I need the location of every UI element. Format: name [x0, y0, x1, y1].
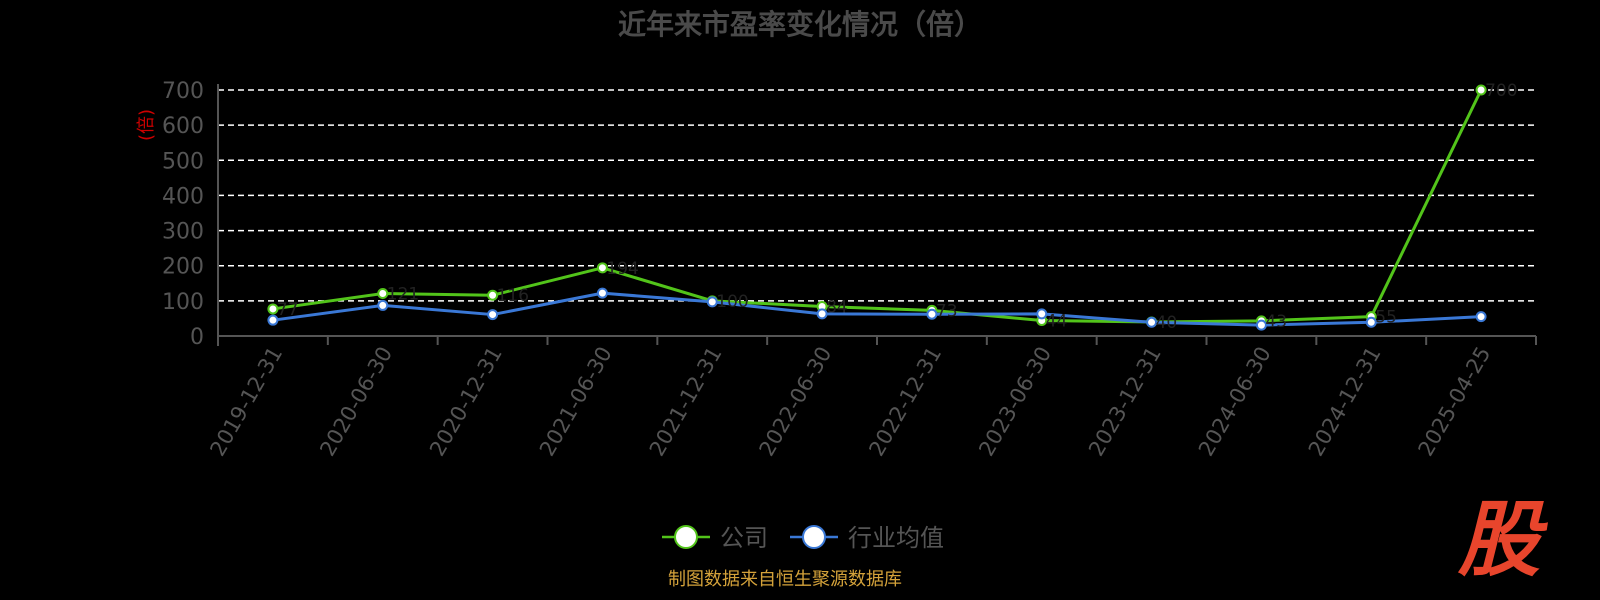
- data-label: 116: [497, 286, 529, 306]
- source-note: 制图数据来自恒生聚源数据库: [668, 569, 902, 590]
- x-tick-label: 2020-12-31: [425, 343, 507, 461]
- data-label: 43: [1265, 312, 1287, 332]
- data-label: 700: [1485, 81, 1517, 101]
- legend[interactable]: 公司 行业均值: [662, 524, 944, 552]
- x-tick-labels: 2019-12-31 2020-06-30 2020-12-31 2021-06-30…: [205, 343, 1495, 461]
- data-label: 77: [277, 300, 299, 320]
- data-point[interactable]: [706, 296, 718, 308]
- data-label: 194: [606, 259, 638, 279]
- legend-label: 公司: [720, 524, 768, 552]
- legend-item[interactable]: 行业均值: [790, 524, 944, 552]
- x-tick-label: 2021-06-30: [535, 343, 617, 461]
- series-group: 77 121 116 194 100 84 73 44 40 43 55 700: [267, 81, 1518, 333]
- x-tick-label: 2022-12-31: [864, 343, 946, 461]
- data-point[interactable]: [926, 308, 938, 320]
- y-tick-label: 200: [162, 255, 204, 280]
- y-tick-label: 300: [162, 220, 204, 245]
- y-tick-label: 400: [162, 184, 204, 209]
- legend-item[interactable]: 公司: [662, 524, 768, 552]
- axes: [217, 84, 1537, 346]
- data-point[interactable]: [1475, 84, 1487, 96]
- y-tick-label: 0: [190, 325, 204, 350]
- data-point[interactable]: [1255, 319, 1267, 331]
- data-point[interactable]: [377, 287, 389, 299]
- x-tick-label: 2023-06-30: [974, 343, 1056, 461]
- data-point[interactable]: [1365, 316, 1377, 328]
- data-point[interactable]: [1036, 308, 1048, 320]
- x-tick-label: 2019-12-31: [205, 343, 287, 461]
- data-point[interactable]: [267, 303, 279, 315]
- grid-lines: [218, 89, 1536, 302]
- legend-marker: [674, 525, 698, 549]
- data-point[interactable]: [816, 308, 828, 320]
- data-label: 40: [1156, 313, 1178, 333]
- x-tick-label: 2025-04-25: [1414, 343, 1496, 461]
- x-tick-label: 2024-06-30: [1194, 343, 1276, 461]
- x-tick-label: 2021-12-31: [645, 343, 727, 461]
- data-point[interactable]: [267, 314, 279, 326]
- data-label: 44: [1046, 312, 1068, 332]
- data-point[interactable]: [1146, 316, 1158, 328]
- data-label: 100: [716, 292, 748, 312]
- data-point[interactable]: [487, 289, 499, 301]
- x-tick-label: 2022-06-30: [755, 343, 837, 461]
- y-tick-label: 500: [162, 149, 204, 174]
- series-line: [272, 89, 1483, 324]
- data-point[interactable]: [596, 262, 608, 274]
- data-label: 84: [826, 297, 848, 317]
- data-label: 73: [936, 301, 958, 321]
- y-tick-labels: 0 100 200 300 400 500 600 700: [162, 79, 204, 350]
- data-point[interactable]: [1475, 311, 1487, 323]
- data-point[interactable]: [596, 287, 608, 299]
- legend-marker: [802, 525, 826, 549]
- y-tick-label: 600: [162, 114, 204, 139]
- y-tick-label: 700: [162, 79, 204, 104]
- x-tick-label: 2023-12-31: [1084, 343, 1166, 461]
- y-tick-label: 100: [162, 290, 204, 315]
- x-tick-label: 2024-12-31: [1304, 343, 1386, 461]
- legend-label: 行业均值: [848, 524, 944, 552]
- data-point[interactable]: [487, 309, 499, 321]
- chart-title: 近年来市盈率变化情况（倍）: [618, 8, 982, 41]
- x-tick-label: 2020-06-30: [315, 343, 397, 461]
- y-axis-unit: (倍): [136, 109, 157, 141]
- data-point[interactable]: [377, 299, 389, 311]
- series-line: [272, 291, 1482, 327]
- data-label: 121: [387, 284, 419, 304]
- brand-logo: 股: [1457, 493, 1548, 588]
- data-label: 55: [1375, 308, 1397, 328]
